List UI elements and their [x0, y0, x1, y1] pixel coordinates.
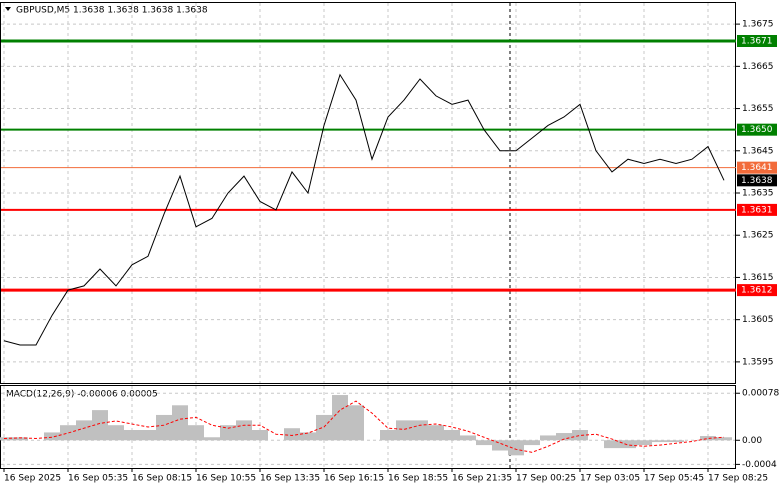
macd-bar — [508, 440, 524, 456]
y-tick-label: 1.3675 — [742, 20, 774, 30]
macd-bar — [444, 430, 460, 441]
x-tick-label: 17 Sep 08:25 — [708, 474, 768, 484]
level-label-box — [737, 161, 777, 174]
macd-bar — [92, 410, 108, 441]
macd-bar — [460, 435, 476, 441]
macd-bar — [220, 425, 236, 441]
macd-bar — [172, 405, 188, 441]
level-label-box — [737, 123, 777, 136]
price-line — [3, 73, 725, 346]
x-tick-label: 16 Sep 10:55 — [196, 474, 256, 484]
y-tick-label: 0.00 — [742, 436, 762, 446]
current-price-box — [737, 174, 777, 187]
level-label: 1.3650 — [741, 125, 773, 135]
y-tick-label: 1.3645 — [742, 146, 774, 156]
level-label: 1.3641 — [741, 163, 773, 173]
x-tick-label: 17 Sep 05:45 — [644, 474, 704, 484]
macd-bar — [108, 425, 124, 441]
macd-bar — [700, 436, 716, 441]
price-panel — [0, 2, 736, 384]
macd-bar — [604, 440, 620, 449]
macd-bar — [380, 430, 396, 441]
macd-bar — [44, 432, 60, 441]
macd-bar — [252, 430, 268, 441]
macd-bar — [316, 414, 332, 441]
y-tick-label: 1.3615 — [742, 273, 774, 283]
macd-bar — [140, 430, 156, 441]
macd-bar — [556, 433, 572, 441]
level-label-box — [737, 35, 777, 47]
level-label: 1.3631 — [741, 205, 773, 215]
signal-line — [3, 400, 725, 453]
macd-bar — [524, 440, 540, 446]
y-tick-label: 1.3605 — [742, 315, 774, 325]
macd-bar — [716, 437, 732, 441]
y-tick-label: -0.0004 — [742, 460, 777, 470]
x-tick-label: 16 Sep 18:55 — [388, 474, 448, 484]
level-label-box — [737, 203, 777, 216]
macd-panel — [0, 385, 736, 469]
macd-bar — [332, 395, 348, 441]
y-tick-label: 1.3595 — [742, 357, 774, 367]
macd-bar — [620, 440, 636, 449]
x-tick-label: 16 Sep 16:15 — [324, 474, 384, 484]
current-price-label: 1.3638 — [741, 176, 773, 186]
macd-bar — [188, 425, 204, 441]
level-label-box — [737, 284, 777, 297]
y-tick-label: 1.3625 — [742, 231, 774, 241]
macd-bar — [540, 435, 556, 441]
macd-bar — [60, 425, 76, 441]
macd-title: MACD(12,26,9) -0.00006 0.00005 — [6, 390, 158, 400]
y-tick-label: 1.3665 — [742, 62, 774, 72]
macd-bar — [492, 440, 508, 451]
macd-bar — [204, 437, 220, 441]
macd-bar — [572, 430, 588, 441]
macd-bar — [396, 420, 412, 441]
x-tick-label: 16 Sep 2025 — [4, 474, 61, 484]
macd-bar — [284, 428, 300, 441]
menu-triangle — [5, 7, 11, 11]
x-tick-label: 16 Sep 21:35 — [452, 474, 512, 484]
macd-bar — [476, 440, 492, 446]
macd-bar — [428, 425, 444, 441]
macd-bar — [300, 432, 316, 441]
level-label: 1.3612 — [741, 286, 773, 296]
macd-bar — [668, 440, 684, 443]
macd-bar — [412, 420, 428, 441]
x-tick-label: 16 Sep 13:35 — [260, 474, 320, 484]
macd-bar — [156, 414, 172, 441]
macd-bar — [236, 420, 252, 441]
macd-bar — [76, 420, 92, 441]
y-tick-label: 1.3635 — [742, 189, 774, 199]
y-tick-label: 0.00078 — [742, 389, 779, 399]
price-title: GBPUSD,M5 1.3638 1.3638 1.3638 1.3638 — [16, 6, 208, 16]
x-tick-label: 17 Sep 00:25 — [516, 474, 576, 484]
macd-bar — [652, 440, 668, 443]
x-tick-label: 16 Sep 08:15 — [132, 474, 192, 484]
macd-bar — [12, 437, 28, 441]
y-tick-label: 1.3655 — [742, 104, 774, 114]
macd-bar — [348, 405, 364, 441]
macd-bar — [636, 440, 652, 446]
x-tick-label: 17 Sep 03:05 — [580, 474, 640, 484]
level-label: 1.3671 — [741, 37, 773, 47]
macd-bar — [124, 430, 140, 441]
x-tick-label: 16 Sep 05:35 — [68, 474, 128, 484]
